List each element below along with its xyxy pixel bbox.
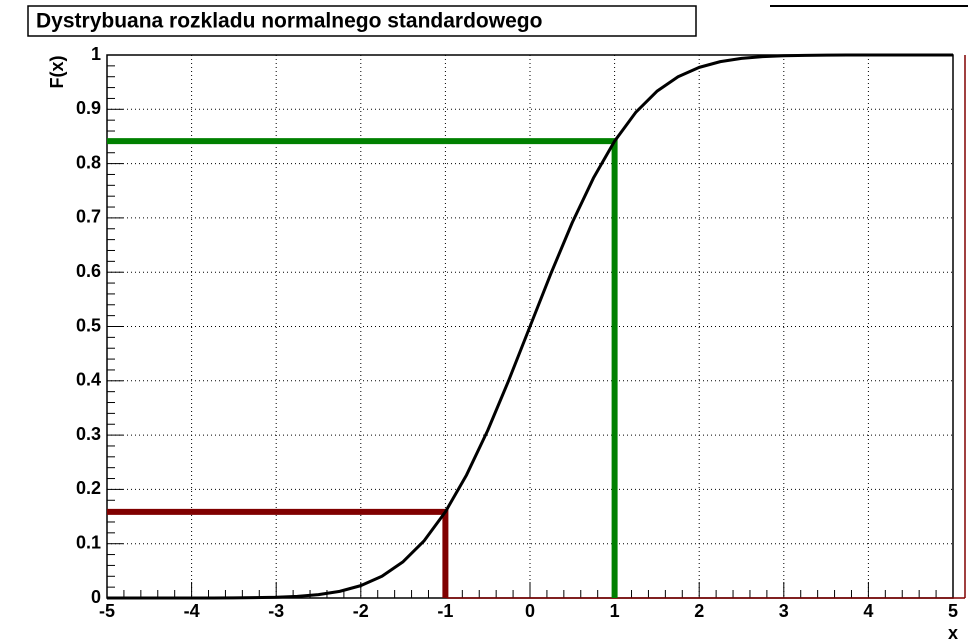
y-tick-label: 0.9 xyxy=(76,98,101,118)
x-tick-label: -3 xyxy=(268,601,284,621)
x-tick-label: 5 xyxy=(948,601,958,621)
y-tick-label: 0.6 xyxy=(76,261,101,281)
x-axis-label: x xyxy=(948,623,958,643)
chart-title: Dystrybuana rozkladu normalnego standard… xyxy=(36,10,542,33)
y-tick-label: 0.2 xyxy=(76,478,101,498)
y-tick-label: 0.4 xyxy=(76,370,101,390)
y-tick-label: 1 xyxy=(91,44,101,64)
x-tick-label: -5 xyxy=(99,601,115,621)
y-tick-label: 0.8 xyxy=(76,152,101,172)
y-tick-label: 0.5 xyxy=(76,315,101,335)
x-tick-label: 3 xyxy=(779,601,789,621)
x-tick-label: 0 xyxy=(525,601,535,621)
x-tick-label: -1 xyxy=(437,601,453,621)
x-tick-label: -2 xyxy=(353,601,369,621)
y-tick-label: 0.7 xyxy=(76,207,101,227)
x-tick-label: 2 xyxy=(694,601,704,621)
y-tick-label: 0.3 xyxy=(76,424,101,444)
y-axis-label: F(x) xyxy=(47,56,67,89)
y-tick-label: 0.1 xyxy=(76,532,101,552)
x-tick-label: -4 xyxy=(184,601,200,621)
title-box xyxy=(27,5,697,37)
quantile-marker xyxy=(107,138,618,598)
x-tick-label: 1 xyxy=(610,601,620,621)
cdf-line xyxy=(107,53,953,600)
x-tick-label: 4 xyxy=(863,601,873,621)
y-tick-label: 0 xyxy=(91,587,101,607)
